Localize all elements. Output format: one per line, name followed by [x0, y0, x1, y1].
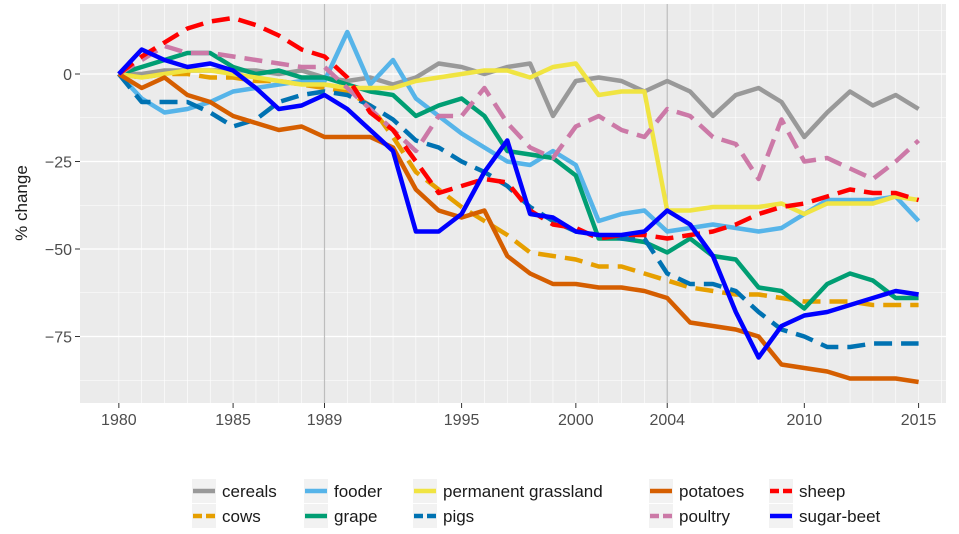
legend-label: permanent grassland [443, 482, 603, 501]
y-tick-label: 0 [63, 67, 72, 84]
legend-label: fooder [334, 482, 383, 501]
series-line-potatoes [117, 72, 919, 385]
series-line-poultry [117, 43, 921, 182]
series-line-pigs [117, 72, 919, 350]
legend-label: cereals [222, 482, 277, 501]
legend-label: cows [222, 507, 261, 526]
legend-item-sugar-beet: sugar-beet [769, 504, 881, 528]
legend-label: sheep [799, 482, 845, 501]
x-tick-label: 2000 [558, 412, 594, 429]
legend-item-grape: grape [304, 504, 377, 528]
x-tick-label: 1985 [215, 412, 251, 429]
legend-label: grape [334, 507, 377, 526]
legend-item-permanent-grassland: permanent grassland [413, 479, 603, 503]
legend-item-poultry: poultry [649, 504, 731, 528]
legend-label: pigs [443, 507, 474, 526]
legend-item-pigs: pigs [413, 504, 474, 528]
legend-item-cereals: cereals [192, 479, 277, 503]
series-line-grape [118, 50, 919, 311]
x-tick-label: 2004 [649, 412, 685, 429]
y-axis-ticks: 0 −25 −50 −75 [45, 67, 80, 347]
y-tick-label: −25 [45, 155, 72, 172]
legend-label: sugar-beet [799, 507, 881, 526]
series-line-cows [118, 71, 919, 308]
series-line-fooder [117, 29, 921, 234]
x-axis-ticks: 1980 1985 1989 1995 2000 2004 2010 2015 [101, 403, 936, 429]
x-tick-label: 2015 [901, 412, 937, 429]
legend-item-potatoes: potatoes [649, 479, 744, 503]
x-tick-label: 1995 [444, 412, 480, 429]
series-line-sugar-beet [117, 47, 919, 360]
legend-item-fooder: fooder [304, 479, 383, 503]
legend: cereals cows fooder grape permanent grasslan… [192, 479, 881, 528]
x-tick-label: 2010 [787, 412, 823, 429]
legend-item-sheep: sheep [769, 479, 845, 503]
y-tick-label: −50 [45, 242, 72, 259]
y-axis-title: % change [12, 165, 31, 241]
legend-item-cows: cows [192, 504, 261, 528]
legend-label: potatoes [679, 482, 744, 501]
x-tick-label: 1980 [101, 412, 137, 429]
series-line-sheep [117, 15, 920, 241]
series-lines [117, 15, 921, 385]
legend-label: poultry [679, 507, 731, 526]
y-tick-label: −75 [45, 330, 72, 347]
x-tick-label: 1989 [307, 412, 343, 429]
